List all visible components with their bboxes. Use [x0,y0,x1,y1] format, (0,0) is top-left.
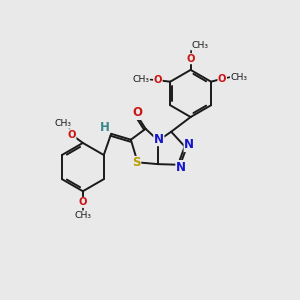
Text: O: O [79,197,87,207]
Text: N: N [154,133,164,146]
Text: O: O [186,54,195,64]
Text: O: O [154,75,162,85]
Text: CH₃: CH₃ [74,211,92,220]
Text: CH₃: CH₃ [55,119,72,128]
Text: H: H [100,121,110,134]
Text: CH₃: CH₃ [230,73,248,82]
Text: CH₃: CH₃ [191,41,208,50]
Text: O: O [132,106,142,119]
Text: O: O [68,130,76,140]
Text: O: O [218,74,226,84]
Text: N: N [184,139,194,152]
Text: N: N [176,160,186,174]
Text: CH₃: CH₃ [132,75,149,84]
Text: S: S [132,157,141,169]
